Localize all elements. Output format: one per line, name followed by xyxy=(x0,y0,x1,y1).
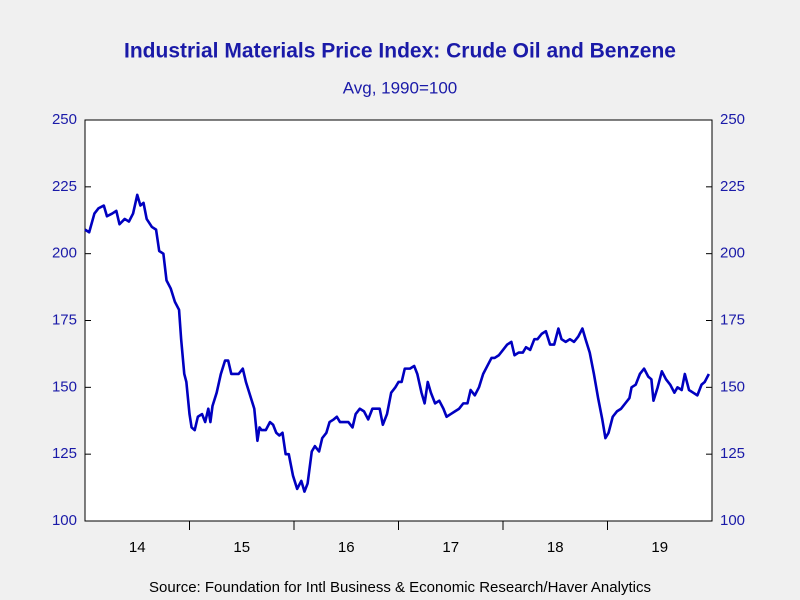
x-tick-label: 19 xyxy=(651,539,668,556)
chart-title: Industrial Materials Price Index: Crude … xyxy=(124,40,676,63)
chart-subtitle: Avg, 1990=100 xyxy=(343,78,458,97)
y-tick-label: 150 xyxy=(52,378,77,395)
y-tick-label: 100 xyxy=(52,512,77,529)
x-tick-label: 15 xyxy=(233,539,250,556)
y2-tick-label: 200 xyxy=(720,245,745,262)
y2-tick-label: 125 xyxy=(720,445,745,462)
y2-tick-label: 175 xyxy=(720,311,745,328)
y2-tick-label: 225 xyxy=(720,178,745,195)
y-tick-label: 225 xyxy=(52,178,77,195)
source-note: Source: Foundation for Intl Business & E… xyxy=(149,579,651,596)
x-tick-label: 18 xyxy=(547,539,564,556)
y2-tick-label: 100 xyxy=(720,512,745,529)
x-tick-label: 17 xyxy=(442,539,459,556)
y-tick-label: 175 xyxy=(52,311,77,328)
x-tick-label: 14 xyxy=(129,539,146,556)
data-line xyxy=(84,193,711,493)
plot-area xyxy=(84,119,713,522)
y-tick-label: 250 xyxy=(52,111,77,128)
y2-tick-label: 150 xyxy=(720,378,745,395)
y-tick-label: 125 xyxy=(52,445,77,462)
y-tick-label: 200 xyxy=(52,245,77,262)
x-tick-label: 16 xyxy=(338,539,355,556)
y2-tick-label: 250 xyxy=(720,111,745,128)
